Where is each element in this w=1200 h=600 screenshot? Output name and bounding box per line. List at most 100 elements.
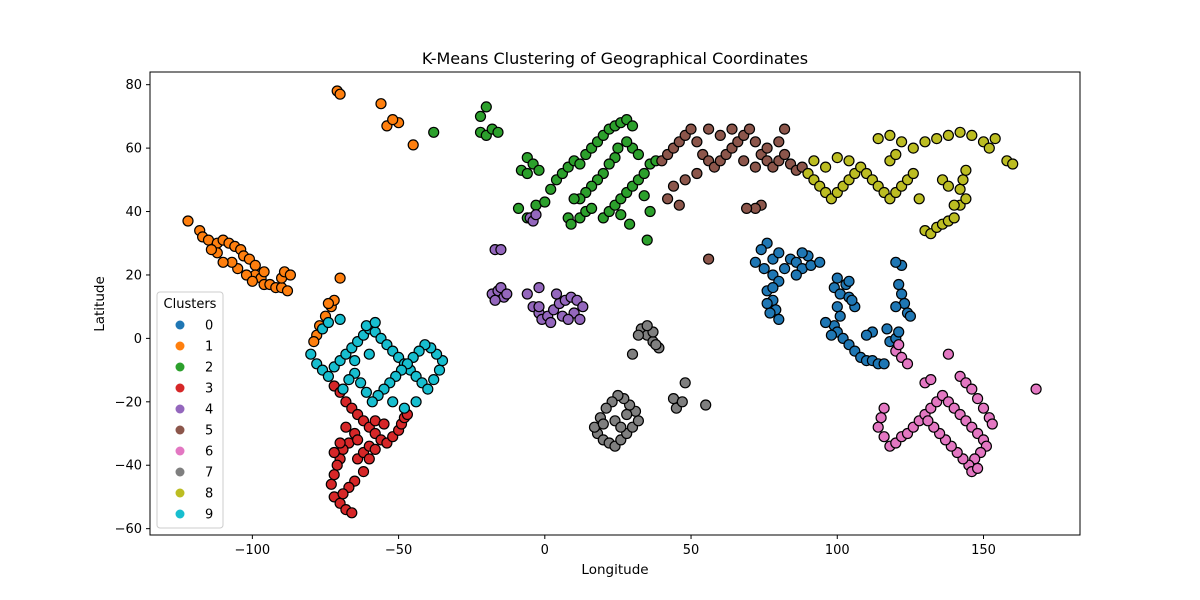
point-cluster-6-33 — [925, 374, 937, 386]
point-cluster-8-48 — [960, 164, 972, 176]
point-cluster-8-26 — [931, 133, 943, 145]
point-cluster-0-19 — [796, 247, 808, 259]
point-cluster-5-16 — [749, 136, 762, 148]
point-cluster-1-30 — [334, 272, 346, 284]
point-cluster-4-27 — [562, 313, 574, 325]
point-cluster-0-47 — [904, 310, 917, 322]
point-cluster-5-26 — [714, 129, 726, 141]
legend-marker-9 — [175, 509, 185, 519]
point-cluster-6-43 — [893, 339, 905, 351]
point-cluster-1-44 — [322, 297, 334, 310]
point-cluster-9-37 — [355, 377, 367, 389]
y-axis-label: Latitude — [92, 276, 108, 332]
point-cluster-8-47 — [957, 174, 969, 186]
point-cluster-3-21 — [325, 478, 337, 490]
point-cluster-0-49 — [890, 256, 902, 268]
point-cluster-0-13 — [778, 263, 791, 275]
point-cluster-5-40 — [691, 167, 703, 180]
point-cluster-2-59 — [641, 234, 653, 246]
x-tick-label: −50 — [385, 543, 412, 558]
point-cluster-0-3 — [773, 247, 785, 259]
point-cluster-7-16 — [597, 418, 609, 430]
point-cluster-4-24 — [545, 316, 557, 329]
point-cluster-1-21 — [284, 269, 296, 281]
points-layer — [182, 85, 1042, 519]
point-cluster-3-38 — [352, 434, 364, 446]
point-cluster-9-49 — [334, 313, 346, 325]
point-cluster-8-29 — [966, 129, 978, 141]
y-tick-label: −60 — [115, 522, 142, 537]
point-cluster-8-52 — [808, 155, 820, 167]
point-cluster-7-19 — [615, 421, 627, 433]
point-cluster-4-26 — [550, 288, 563, 300]
point-cluster-0-26 — [834, 310, 846, 322]
point-cluster-5-27 — [726, 123, 738, 135]
point-cluster-7-31 — [679, 377, 691, 389]
point-cluster-2-57 — [615, 209, 627, 221]
point-cluster-2-5 — [480, 101, 492, 113]
point-cluster-7-32 — [700, 399, 712, 411]
point-cluster-1-26 — [205, 244, 217, 256]
point-cluster-6-40 — [986, 418, 998, 430]
legend-label-9: 9 — [205, 508, 213, 523]
legend-label-0: 0 — [205, 319, 213, 334]
point-cluster-0-40 — [881, 323, 893, 335]
point-cluster-1-28 — [246, 275, 258, 287]
point-cluster-6-38 — [977, 402, 990, 414]
legend-marker-0 — [175, 320, 185, 330]
point-cluster-8-43 — [948, 199, 960, 211]
legend-marker-8 — [175, 488, 185, 498]
point-cluster-1-24 — [217, 256, 229, 268]
point-cluster-8-40 — [948, 212, 960, 224]
point-cluster-1-29 — [258, 266, 270, 278]
point-cluster-8-21 — [872, 133, 884, 145]
point-cluster-9-39 — [343, 374, 355, 386]
y-tick-label: −40 — [115, 459, 142, 474]
point-cluster-2-37 — [568, 193, 580, 205]
legend: Clusters 0 1 2 3 4 5 6 7 8 9 — [156, 291, 224, 529]
point-cluster-0-58 — [843, 275, 855, 287]
chart-title: K-Means Clustering of Geographical Coord… — [422, 49, 808, 68]
legend-title: Clusters — [164, 297, 217, 312]
point-cluster-4-21 — [577, 301, 589, 313]
point-cluster-5-39 — [679, 174, 691, 186]
point-cluster-1-42 — [407, 139, 419, 151]
point-cluster-7-30 — [676, 396, 688, 408]
point-cluster-8-18 — [907, 167, 919, 180]
point-cluster-8-33 — [1007, 158, 1019, 170]
point-cluster-1-38 — [375, 98, 387, 110]
point-cluster-2-28 — [626, 120, 639, 132]
point-cluster-8-25 — [919, 136, 931, 148]
point-cluster-2-13 — [539, 196, 551, 208]
point-cluster-0-5 — [758, 263, 770, 275]
point-cluster-0-39 — [893, 326, 905, 338]
x-tick-label: 100 — [825, 543, 850, 558]
y-tick-label: 60 — [125, 142, 142, 157]
point-cluster-0-50 — [814, 256, 826, 268]
point-cluster-5-29 — [749, 161, 762, 173]
point-cluster-5-37 — [673, 199, 685, 211]
x-tick-label: −100 — [234, 543, 270, 558]
x-tick-label: 50 — [683, 543, 700, 558]
point-cluster-6-36 — [966, 383, 978, 395]
point-cluster-5-6 — [691, 136, 703, 148]
point-cluster-7-25 — [641, 320, 653, 332]
point-cluster-8-46 — [954, 183, 966, 195]
point-cluster-1-35 — [308, 336, 320, 348]
legend-label-3: 3 — [205, 382, 213, 397]
x-tick-label: 150 — [971, 543, 996, 558]
point-cluster-2-53 — [621, 136, 633, 148]
point-cluster-2-58 — [623, 218, 636, 230]
point-cluster-9-35 — [366, 396, 378, 408]
x-tick-label: 0 — [541, 543, 549, 558]
point-cluster-8-34 — [989, 133, 1001, 145]
y-tick-label: 0 — [134, 332, 142, 347]
x-axis-label: Longitude — [581, 562, 648, 578]
point-cluster-0-1 — [755, 244, 767, 256]
point-cluster-2-41 — [585, 202, 598, 214]
point-cluster-2-55 — [638, 190, 650, 202]
point-cluster-3-31 — [357, 466, 370, 478]
point-cluster-2-29 — [612, 142, 624, 154]
point-cluster-9-40 — [337, 383, 349, 395]
